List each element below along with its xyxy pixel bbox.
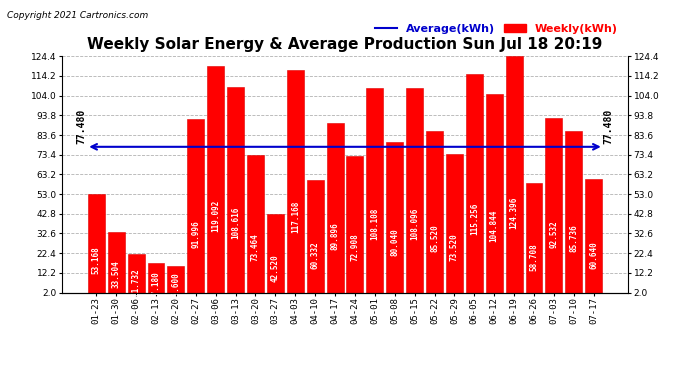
Text: 17.180: 17.180 xyxy=(152,271,161,298)
Bar xyxy=(128,254,144,296)
Bar xyxy=(148,263,164,296)
Bar xyxy=(326,123,344,296)
Bar xyxy=(207,66,224,296)
Text: 42.520: 42.520 xyxy=(271,254,280,282)
Text: 108.108: 108.108 xyxy=(371,207,380,240)
Text: 91.996: 91.996 xyxy=(191,220,200,248)
Text: 80.040: 80.040 xyxy=(391,228,400,256)
Text: 73.464: 73.464 xyxy=(251,233,260,261)
Bar xyxy=(366,88,384,296)
Bar xyxy=(168,266,184,296)
Bar xyxy=(227,87,244,296)
Text: 104.844: 104.844 xyxy=(490,209,499,242)
Text: 119.092: 119.092 xyxy=(211,200,220,232)
Title: Weekly Solar Energy & Average Production Sun Jul 18 20:19: Weekly Solar Energy & Average Production… xyxy=(88,37,602,52)
Bar xyxy=(486,94,503,296)
Text: 115.256: 115.256 xyxy=(470,202,479,235)
Text: 60.332: 60.332 xyxy=(310,242,319,270)
Bar xyxy=(446,154,463,296)
Text: 73.520: 73.520 xyxy=(450,233,459,261)
Bar xyxy=(406,88,423,296)
Text: 33.504: 33.504 xyxy=(112,260,121,288)
Bar xyxy=(386,142,403,296)
Text: 60.640: 60.640 xyxy=(589,242,598,269)
Bar xyxy=(526,183,542,296)
Text: 89.896: 89.896 xyxy=(331,222,339,249)
Text: 124.396: 124.396 xyxy=(510,196,519,228)
Text: 21.732: 21.732 xyxy=(132,268,141,296)
Text: 77.480: 77.480 xyxy=(77,109,86,144)
Bar xyxy=(585,179,602,296)
Bar xyxy=(287,70,304,296)
Bar xyxy=(187,119,204,296)
Bar xyxy=(88,194,105,296)
Text: 85.736: 85.736 xyxy=(569,225,578,252)
Bar xyxy=(267,214,284,296)
Text: 53.168: 53.168 xyxy=(92,247,101,274)
Bar xyxy=(108,232,125,296)
Text: 77.480: 77.480 xyxy=(604,109,613,144)
Text: 85.520: 85.520 xyxy=(430,225,439,252)
Text: 108.616: 108.616 xyxy=(231,207,240,239)
Bar xyxy=(565,131,582,296)
Bar xyxy=(426,131,443,296)
Text: 108.096: 108.096 xyxy=(410,207,419,240)
Text: 58.708: 58.708 xyxy=(529,243,538,271)
Bar xyxy=(346,156,364,296)
Bar xyxy=(466,74,483,296)
Text: 92.532: 92.532 xyxy=(549,220,558,248)
Bar xyxy=(306,180,324,296)
Bar xyxy=(506,56,522,296)
Legend: Average(kWh), Weekly(kWh): Average(kWh), Weekly(kWh) xyxy=(371,19,622,38)
Text: Copyright 2021 Cartronics.com: Copyright 2021 Cartronics.com xyxy=(7,11,148,20)
Text: 72.908: 72.908 xyxy=(351,233,359,261)
Text: 117.168: 117.168 xyxy=(290,201,299,233)
Bar xyxy=(247,154,264,296)
Text: 15.600: 15.600 xyxy=(171,272,180,300)
Bar xyxy=(546,118,562,296)
